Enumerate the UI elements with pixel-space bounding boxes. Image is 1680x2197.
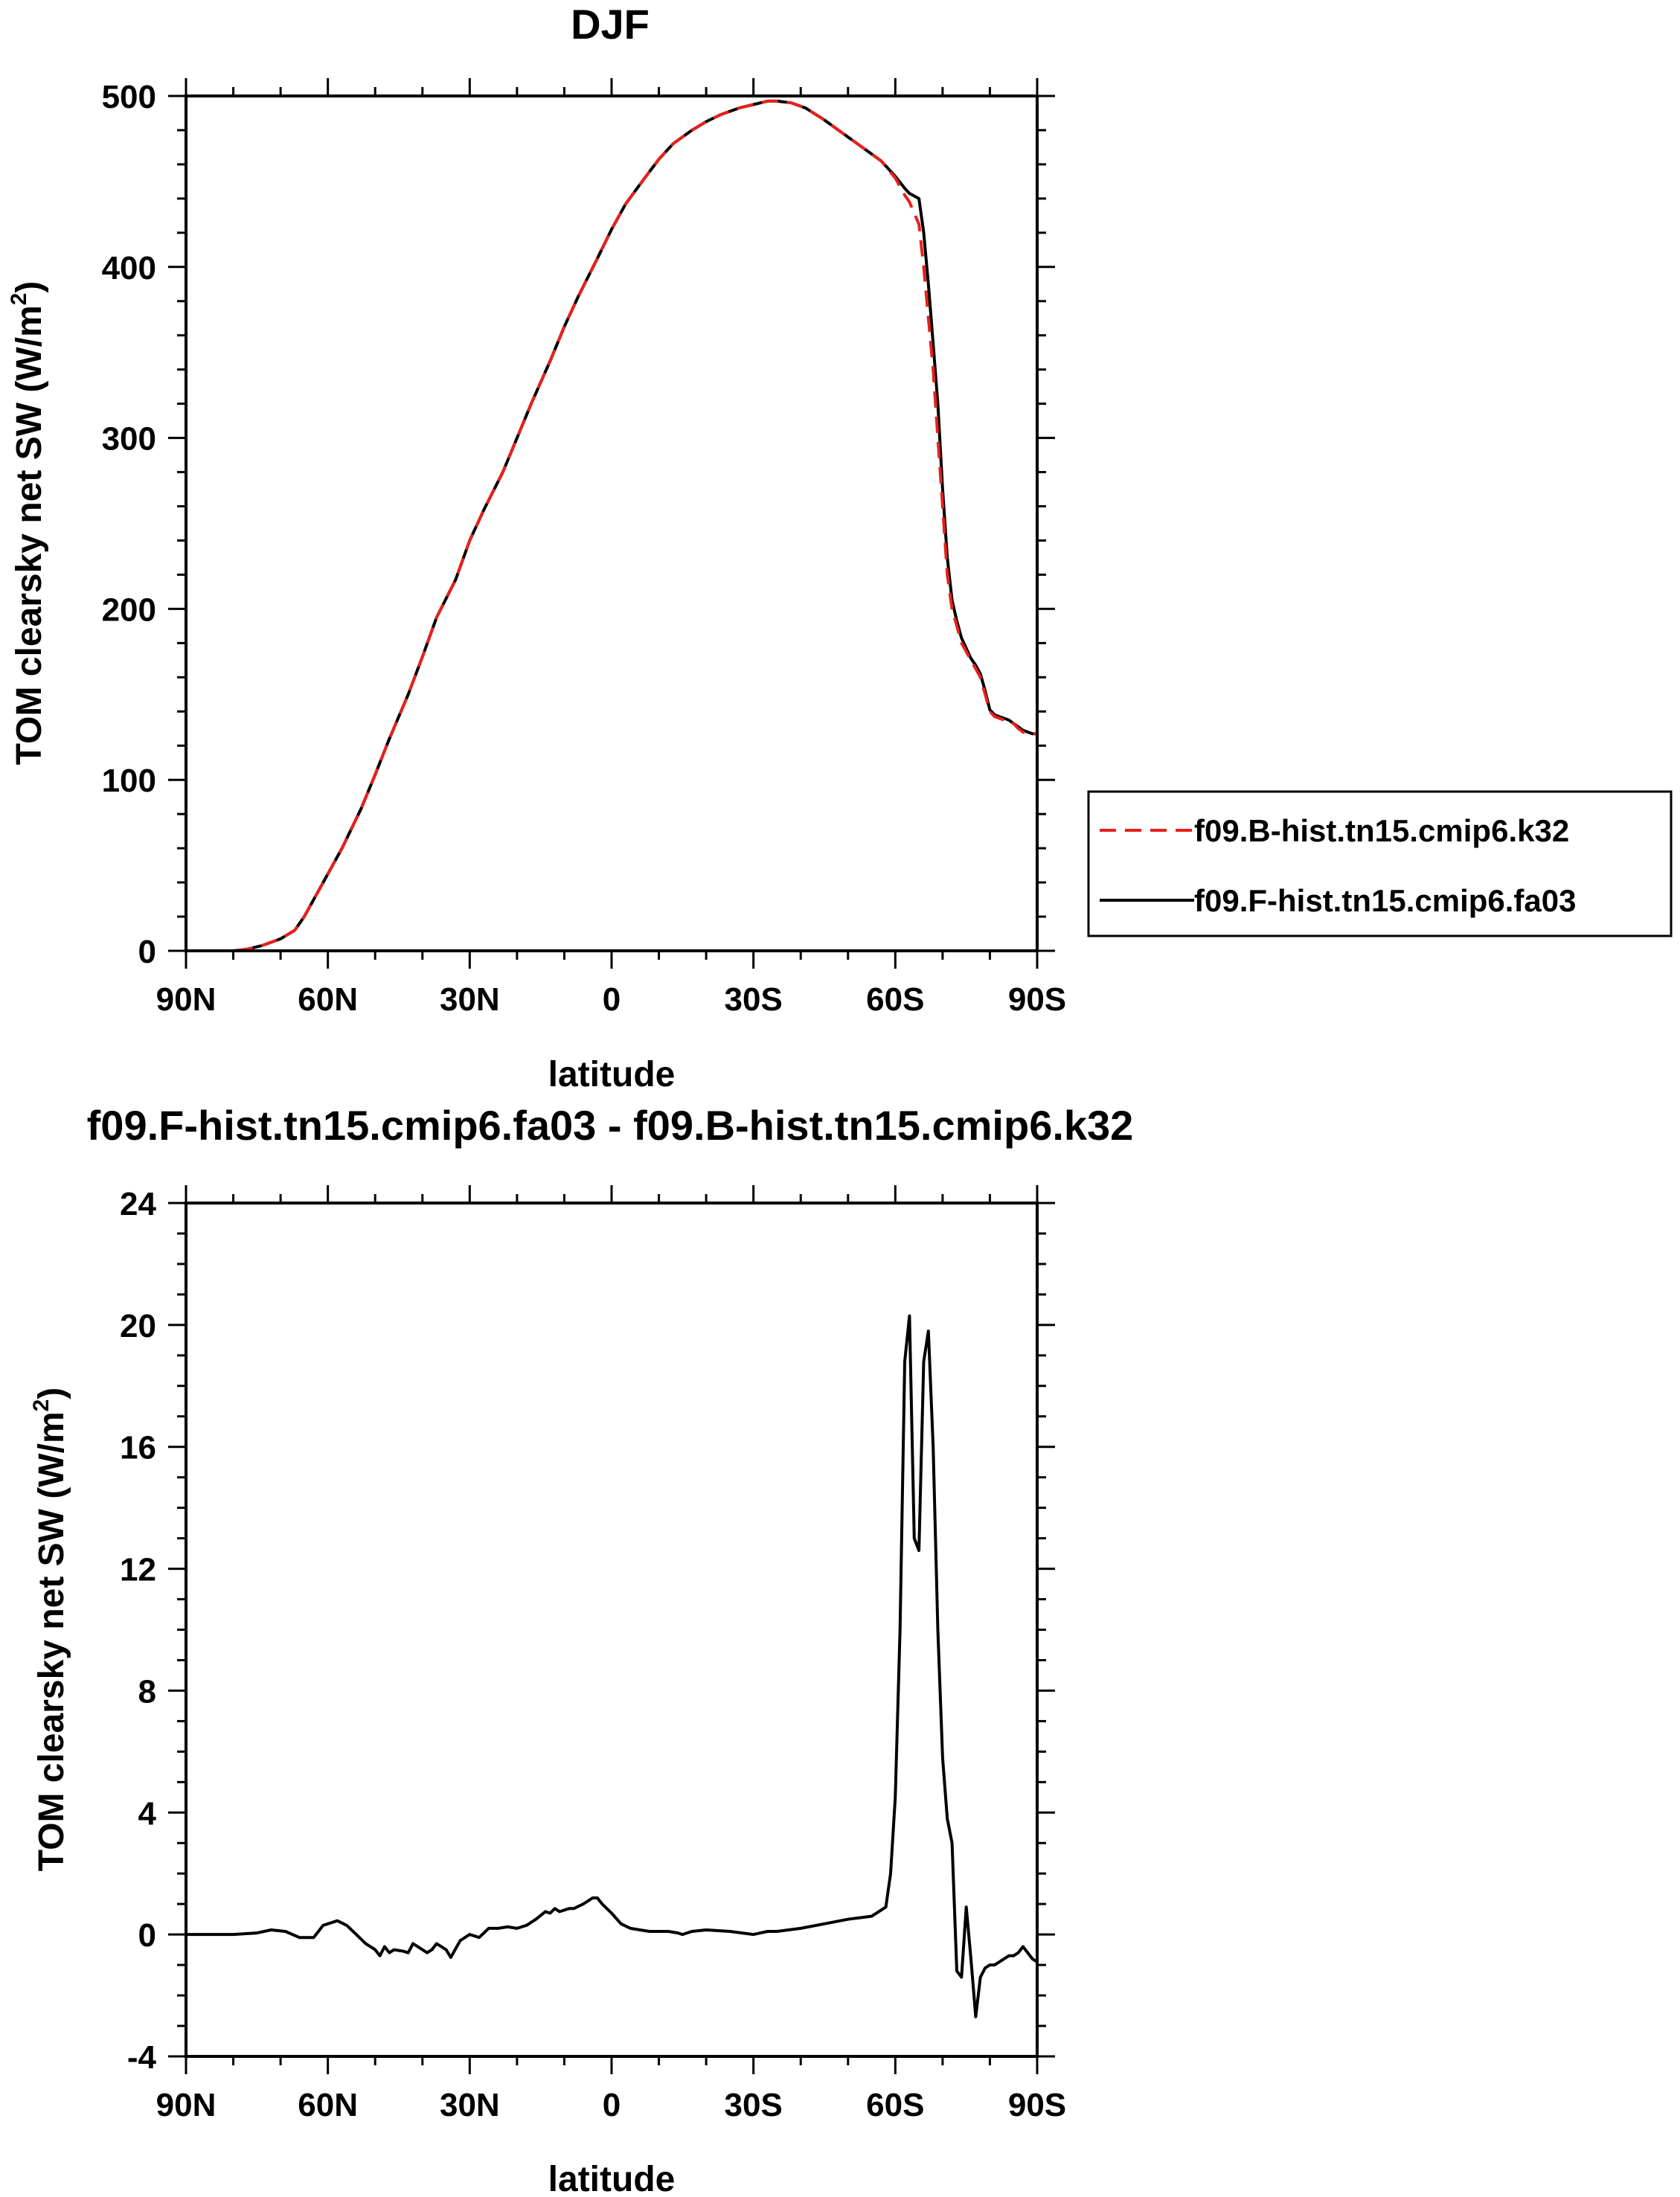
x-tick-label: 30S — [725, 981, 783, 1018]
top-panel: DJF 90N 60N 30N 0 30S 60S 90S 0 100 200 300 400 500… — [7, 1, 1673, 1094]
top-plot-frame — [185, 94, 1039, 952]
y-tick-label: 0 — [138, 1917, 156, 1954]
x-tick-label: 0 — [603, 2087, 621, 2123]
top-y-tick-labels: 0 100 200 300 400 500 — [102, 79, 156, 970]
x-tick-label: 90S — [1008, 981, 1066, 1018]
legend-label-b-hist: f09.B-hist.tn15.cmip6.k32 — [1194, 813, 1569, 848]
x-tick-label: 90N — [156, 981, 217, 1018]
legend-label-f-hist: f09.F-hist.tn15.cmip6.fa03 — [1194, 883, 1577, 918]
y-tick-label: 16 — [120, 1430, 156, 1466]
bottom-panel: f09.F-hist.tn15.cmip6.fa03 - f09.B-hist.… — [29, 1102, 1133, 2197]
top-y-axis-label: TOM clearsky net SW (W/m2) — [7, 281, 49, 766]
top-x-axis-label: latitude — [548, 1055, 676, 1094]
legend-box — [1087, 790, 1673, 937]
top-x-tick-labels: 90N 60N 30N 0 30S 60S 90S — [156, 981, 1067, 1018]
y-tick-label: 200 — [102, 591, 156, 628]
top-series-lines — [186, 99, 1037, 952]
y-tick-label: 20 — [120, 1308, 156, 1344]
series-line-difference — [186, 1314, 1039, 2018]
y-tick-label: 500 — [102, 79, 156, 115]
y-tick-label: 4 — [138, 1795, 157, 1832]
bottom-y-tick-labels: -4 0 4 8 12 16 20 24 — [120, 1186, 156, 2076]
bottom-y-axis-label: TOM clearsky net SW (W/m2) — [29, 1388, 71, 1872]
bottom-plot-frame — [185, 1202, 1039, 2058]
x-tick-label: 0 — [603, 981, 621, 1018]
y-tick-label: 8 — [138, 1673, 156, 1710]
x-tick-label: 30S — [725, 2087, 783, 2123]
bottom-y-label-sup: 2 — [29, 1399, 54, 1412]
top-y-label-sup: 2 — [7, 293, 31, 306]
x-tick-label: 60N — [298, 2087, 358, 2123]
y-tick-label: 300 — [102, 421, 156, 458]
bottom-y-label-main: TOM clearsky net SW (W/m — [32, 1411, 71, 1871]
y-tick-label: 12 — [120, 1552, 156, 1588]
bottom-series-lines — [186, 1314, 1039, 2018]
top-y-label-main: TOM clearsky net SW (W/m — [10, 305, 49, 765]
bottom-x-axis-label: latitude — [548, 2160, 676, 2197]
x-tick-label: 60N — [298, 981, 358, 1018]
bottom-x-tick-labels: 90N 60N 30N 0 30S 60S 90S — [156, 2087, 1067, 2123]
y-tick-label: 0 — [138, 934, 156, 970]
x-tick-label: 60S — [866, 981, 924, 1018]
y-tick-label: 24 — [120, 1186, 156, 1222]
bottom-y-label-close: ) — [32, 1388, 71, 1399]
x-tick-label: 90S — [1008, 2087, 1066, 2123]
x-tick-label: 90N — [156, 2087, 217, 2123]
top-chart-title: DJF — [571, 1, 650, 48]
y-tick-label: 100 — [102, 763, 156, 799]
series-line-f09-b-hist-tn15-cmip6-k32 — [186, 99, 1037, 952]
y-tick-label: 400 — [102, 250, 156, 286]
x-tick-label: 30N — [440, 981, 500, 1018]
x-tick-label: 30N — [440, 2087, 500, 2123]
y-tick-label: -4 — [127, 2039, 157, 2076]
bottom-chart-title: f09.F-hist.tn15.cmip6.fa03 - f09.B-hist.… — [87, 1102, 1134, 1149]
x-tick-label: 60S — [866, 2087, 924, 2123]
top-y-label-close: ) — [10, 281, 49, 293]
top-legend: f09.B-hist.tn15.cmip6.k32 f09.F-hist.tn1… — [1087, 790, 1673, 937]
